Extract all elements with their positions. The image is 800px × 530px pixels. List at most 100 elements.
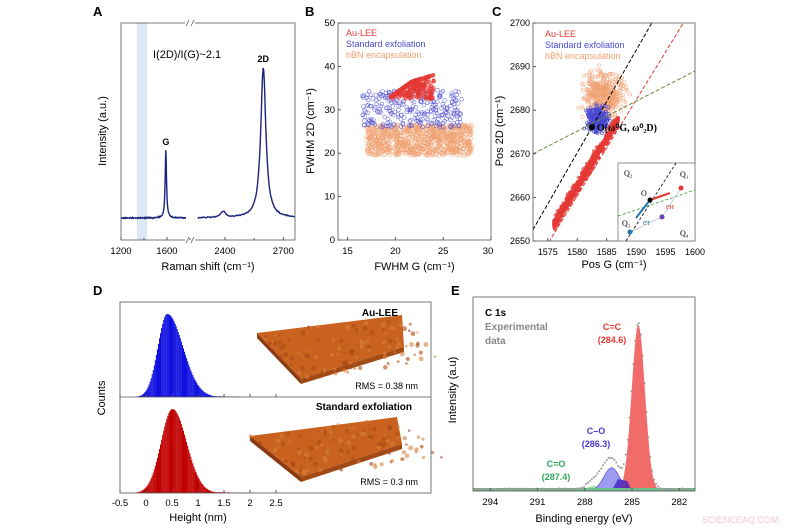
- x-tick-label: 288: [577, 497, 593, 508]
- afm-texture: [308, 456, 313, 461]
- spectrum-line-left: [120, 150, 187, 220]
- data-point: [689, 488, 691, 491]
- scatter-point: [465, 147, 470, 152]
- scatter-point: [580, 115, 585, 119]
- scatter-point: [417, 124, 423, 129]
- histogram-bar: [211, 395, 213, 397]
- histogram-bar: [199, 480, 201, 493]
- scatter-point: [415, 141, 420, 146]
- afm-texture: [404, 453, 410, 458]
- histogram-bar: [159, 449, 161, 493]
- data-point: [498, 488, 501, 490]
- histogram-bar: [172, 319, 174, 397]
- scatter-point: [608, 130, 612, 135]
- histogram-bar: [203, 486, 205, 493]
- scatter-point: [435, 146, 440, 152]
- data-point: [501, 488, 504, 491]
- scatter-point: [424, 142, 430, 147]
- data-point: [547, 488, 550, 491]
- scatter-point: [601, 129, 605, 133]
- legend-entry: Au-LEE: [545, 29, 576, 39]
- afm-texture: [324, 433, 328, 436]
- scatter-point: [435, 136, 440, 142]
- scatter-point: [594, 68, 599, 72]
- data-point: [558, 487, 561, 490]
- scatter-point: [580, 106, 585, 111]
- y-tick-label: 40: [324, 61, 335, 72]
- scatter-point: [415, 129, 420, 135]
- afm-texture: [313, 461, 318, 467]
- scatter-point: [598, 85, 603, 90]
- afm-texture: [248, 434, 253, 439]
- histogram-bar: [190, 370, 192, 397]
- data-point: [662, 488, 665, 490]
- histogram-bar: [174, 323, 176, 397]
- histogram-bar: [148, 384, 150, 397]
- afm-texture: [393, 350, 396, 354]
- histogram-bar: [171, 317, 173, 397]
- scatter-point: [455, 108, 460, 113]
- scatter-point: [366, 128, 371, 134]
- scatter-point: [392, 122, 397, 127]
- scatter-point: [459, 127, 464, 133]
- scatter-point: [432, 113, 438, 119]
- scatter-point: [584, 170, 589, 175]
- histogram-bar: [201, 484, 203, 493]
- scatter-point: [400, 142, 405, 147]
- afm-texture: [272, 447, 278, 453]
- afm-texture: [340, 454, 343, 457]
- scatter-point: [424, 132, 429, 137]
- histogram-bar: [139, 491, 141, 493]
- scatter-point: [623, 84, 628, 89]
- afm-texture: [345, 429, 350, 433]
- data-point: [607, 456, 610, 459]
- histogram-bar: [166, 418, 168, 493]
- y-tick-label: 2700: [510, 18, 530, 28]
- scatter-point: [607, 103, 612, 108]
- rms-label: RMS = 0.3 nm: [360, 477, 418, 487]
- afm-edge: [257, 333, 301, 384]
- scatter-point: [411, 123, 417, 128]
- scatter-point: [396, 88, 402, 94]
- afm-texture: [410, 331, 416, 337]
- histogram-bar: [180, 341, 182, 397]
- afm-texture: [336, 352, 339, 356]
- series-label: Au-LEE: [362, 308, 398, 319]
- data-point: [636, 324, 639, 327]
- afm-texture: [346, 440, 352, 445]
- histogram-bar: [188, 364, 190, 397]
- afm-texture: [284, 459, 288, 463]
- scatter-point: [463, 141, 468, 146]
- histogram-bar: [149, 381, 151, 397]
- histogram-bar: [207, 489, 209, 493]
- afm-texture: [273, 340, 278, 346]
- scatter-point: [405, 138, 410, 143]
- scatter-point: [440, 88, 446, 94]
- panel-label-b: B: [305, 4, 314, 19]
- afm-texture: [308, 350, 311, 353]
- data-point: [505, 488, 508, 491]
- scatter-point: [587, 110, 592, 114]
- scatter-point: [389, 94, 394, 99]
- histogram-bar: [146, 486, 148, 493]
- data-point: [643, 382, 646, 385]
- afm-texture: [303, 449, 306, 453]
- afm-texture: [402, 326, 407, 332]
- scatter-point: [408, 117, 413, 123]
- scatter-point: [448, 124, 453, 129]
- data-point: [517, 487, 519, 490]
- histogram-bar: [192, 375, 194, 397]
- afm-texture: [421, 437, 425, 441]
- histogram-bar: [150, 478, 152, 493]
- x-tick-label: 2: [247, 498, 252, 509]
- scatter-point: [412, 153, 418, 158]
- afm-texture: [283, 352, 289, 357]
- x-tick-label: 2.5: [269, 498, 282, 509]
- scatter-point: [598, 82, 603, 86]
- scatter-point: [389, 149, 394, 154]
- afm-texture: [367, 428, 370, 431]
- scatter-point: [458, 119, 463, 125]
- scatter-point: [611, 104, 616, 109]
- afm-texture: [286, 431, 290, 436]
- histogram-bar: [166, 314, 168, 397]
